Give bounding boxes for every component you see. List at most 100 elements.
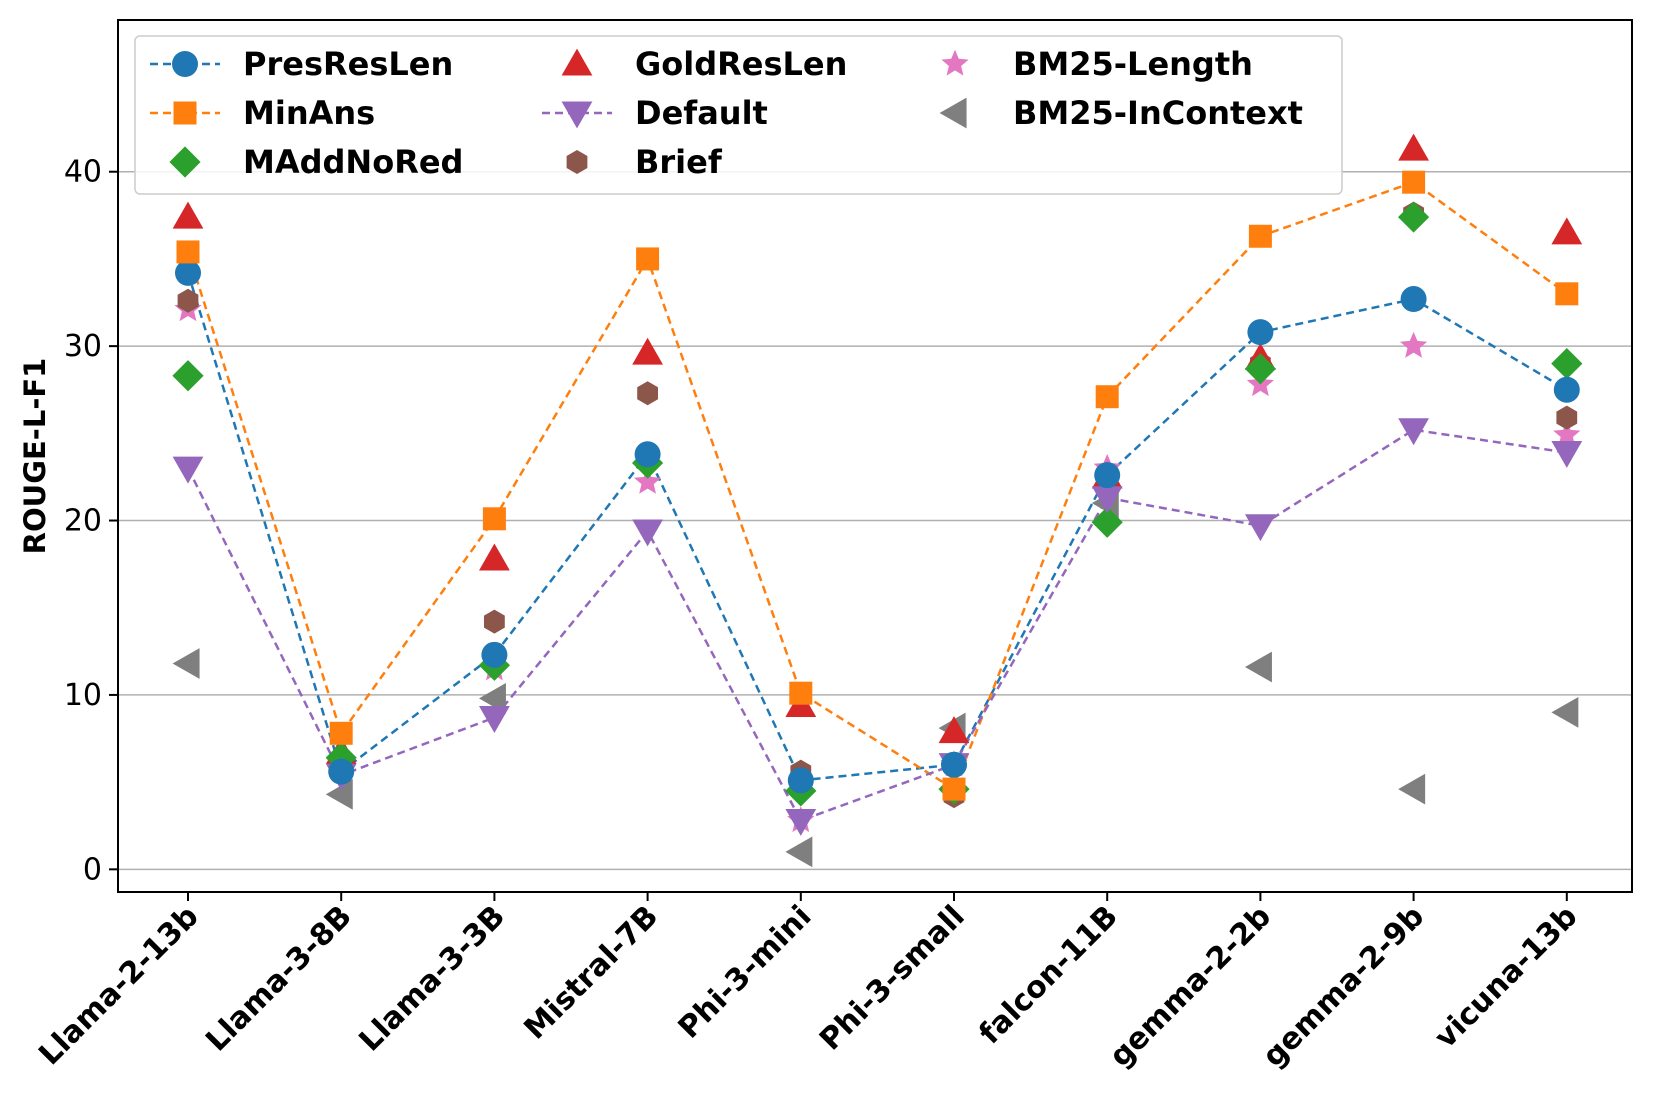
data-point: [1398, 201, 1430, 233]
data-point: [1398, 133, 1429, 161]
data-point: [176, 240, 200, 264]
data-point: [1551, 347, 1583, 380]
x-tick-label: Llama-2-13b: [32, 899, 205, 1072]
series-goldreslen: [172, 133, 1583, 765]
x-tick-label: gemma-2-2b: [1103, 899, 1278, 1074]
legend-item: PresResLen: [150, 45, 453, 83]
data-point: [1553, 376, 1580, 403]
series-presreslen: [175, 259, 1580, 794]
data-point: [172, 201, 204, 229]
data-point: [482, 507, 506, 531]
x-tick-label: Mistral-7B: [518, 899, 666, 1047]
series-bm25-incontext: [172, 487, 1579, 868]
legend-label: PresResLen: [243, 45, 453, 83]
data-point: [1245, 514, 1276, 542]
data-point: [479, 706, 510, 733]
data-point: [481, 641, 508, 668]
legend-item: BM25-Length: [941, 45, 1253, 83]
data-point: [177, 288, 199, 313]
legend-marker: [173, 101, 197, 125]
legend-label: BM25-Length: [1013, 45, 1253, 83]
data-point: [479, 543, 510, 571]
data-point: [1245, 651, 1272, 683]
legend-item: GoldResLen: [561, 45, 847, 83]
legend-label: Brief: [635, 143, 723, 181]
series-line-default: [186, 428, 1567, 823]
y-tick-label: 40: [64, 155, 102, 190]
legend-label: GoldResLen: [635, 45, 847, 83]
legend-marker: [566, 150, 588, 174]
plot-frame: [117, 19, 1633, 893]
data-point: [1095, 385, 1119, 409]
data-point: [1091, 486, 1123, 514]
data-point: [1244, 353, 1276, 385]
data-point: [785, 836, 813, 868]
series-minans: [176, 170, 1579, 801]
data-point: [1247, 319, 1274, 346]
data-point: [1091, 506, 1123, 538]
data-point: [484, 609, 505, 634]
data-point: [1398, 773, 1426, 805]
legend-marker: [561, 48, 593, 76]
series-brief: [177, 201, 1578, 809]
legend-label: MinAns: [243, 94, 375, 132]
data-point: [1400, 286, 1427, 313]
data-point: [1402, 170, 1426, 194]
series-maddnored: [172, 201, 1583, 807]
data-point: [785, 808, 817, 836]
series-lines: [186, 180, 1568, 823]
legend-marker: [172, 51, 198, 77]
data-point: [938, 716, 970, 744]
data-point: [1556, 405, 1578, 430]
data-point: [172, 456, 204, 484]
data-point: [632, 519, 663, 547]
y-tick-label: 0: [83, 852, 102, 887]
x-tick-label: Phi-3-small: [813, 899, 972, 1058]
data-point: [325, 742, 357, 774]
legend-label: BM25-InContext: [1013, 94, 1303, 132]
x-tick-label: gemma-2-9b: [1256, 899, 1431, 1074]
x-tick-label: Phi-3-mini: [672, 899, 819, 1046]
data-point: [787, 767, 814, 794]
legend-item: BM25-InContext: [939, 94, 1303, 132]
data-point: [1551, 696, 1579, 728]
legend-item: MinAns: [150, 94, 375, 132]
x-tick-label: Llama-3-3B: [352, 899, 512, 1059]
legend-item: Brief: [566, 143, 723, 181]
data-point: [941, 751, 967, 778]
data-point: [1399, 331, 1428, 358]
data-point: [1553, 420, 1581, 447]
data-point: [1398, 418, 1429, 446]
series-line-presreslen: [186, 272, 1568, 782]
data-point: [172, 648, 200, 679]
data-point: [1551, 217, 1583, 245]
x-tick-label: Llama-3-8B: [199, 899, 359, 1059]
series-bm25-length: [174, 295, 1581, 833]
data-point: [1555, 282, 1579, 306]
data-point: [172, 360, 204, 392]
legend-marker: [941, 49, 969, 76]
series-markers: [172, 133, 1583, 868]
data-point: [325, 778, 353, 810]
legend-label: MAddNoRed: [243, 143, 463, 181]
data-point: [1551, 440, 1583, 468]
data-point: [1248, 224, 1272, 248]
data-point: [942, 777, 966, 801]
data-point: [633, 467, 662, 494]
data-point: [632, 337, 663, 365]
data-point: [1094, 462, 1121, 489]
x-tick-label: vicuna-13b: [1428, 899, 1584, 1055]
data-point: [328, 758, 355, 785]
legend-label: Default: [635, 94, 768, 132]
legend-item: MAddNoRed: [169, 143, 463, 181]
y-axis: 0 10 20 30 40: [64, 155, 118, 887]
data-point: [789, 681, 813, 705]
legend: PresResLen MinAns MAddNoRed GoldResLen Defau…: [134, 35, 1343, 195]
legend-marker: [561, 101, 593, 129]
y-axis-label: ROUGE-L-F1: [18, 358, 52, 555]
legend-item: Default: [542, 94, 768, 132]
data-point: [329, 721, 353, 745]
